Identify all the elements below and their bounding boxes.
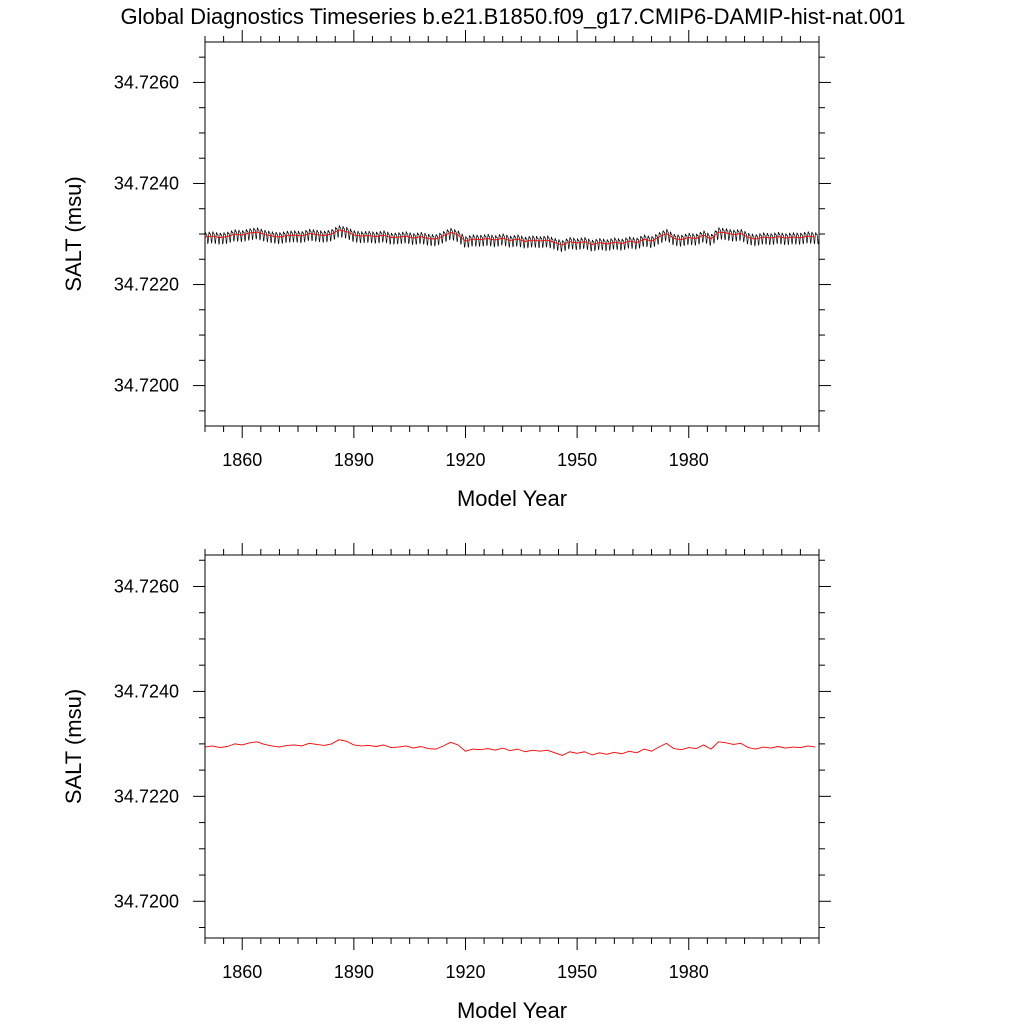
x-tick-label: 1890	[334, 450, 374, 470]
y-tick-label: 34.7200	[114, 891, 179, 911]
annual-series-line	[204, 229, 816, 246]
x-tick-label: 1860	[222, 450, 262, 470]
plot-frame	[204, 41, 820, 427]
x-tick-label: 1950	[557, 962, 597, 982]
y-axis-title: SALT (msu)	[61, 689, 86, 804]
x-tick-label: 1980	[669, 962, 709, 982]
x-axis-title: Model Year	[457, 998, 567, 1023]
y-axis-title: SALT (msu)	[61, 176, 86, 291]
x-tick-label: 1890	[334, 962, 374, 982]
x-tick-label: 1950	[557, 450, 597, 470]
x-tick-label: 1920	[445, 962, 485, 982]
x-tick-label: 1920	[445, 450, 485, 470]
panel-top: 1860 1890 1920 1950 1980 34.7200 34.7220 34.724…	[61, 30, 831, 511]
x-axis-title: Model Year	[457, 486, 567, 511]
y-tick-label: 34.7220	[114, 786, 179, 806]
x-tick-label: 1980	[669, 450, 709, 470]
annual-series-line	[204, 739, 816, 756]
y-tick-label: 34.7260	[114, 576, 179, 596]
y-tick-label: 34.7260	[114, 72, 179, 92]
y-tick-label: 34.7220	[114, 275, 179, 295]
panel-bottom: 1860 1890 1920 1950 1980 34.7200 34.7220 34.724…	[61, 543, 831, 1023]
plot-frame	[204, 554, 820, 939]
figure-title: Global Diagnostics Timeseries b.e21.B185…	[120, 4, 905, 29]
x-tick-label: 1860	[222, 962, 262, 982]
y-tick-label: 34.7240	[114, 681, 179, 701]
y-tick-label: 34.7240	[114, 173, 179, 193]
monthly-series-line	[204, 225, 820, 253]
y-tick-label: 34.7200	[114, 376, 179, 396]
